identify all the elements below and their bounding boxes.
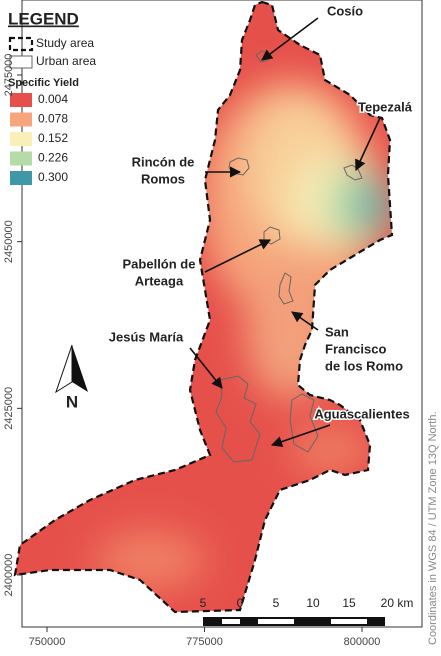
scale-title: Specific Yield [8, 77, 79, 89]
scale-labels: 5 0 5 10 15 20 km [200, 596, 414, 610]
scale-value: 0.152 [38, 131, 68, 145]
urban-area-symbol [9, 55, 33, 69]
swatch [10, 112, 32, 127]
legend-title: LEGEND [8, 9, 79, 28]
x-tick-label: 775000 [186, 636, 223, 648]
scale-label: 0 [237, 596, 244, 610]
place-label: Rincón de [132, 154, 195, 169]
scale-label: 5 [273, 596, 280, 610]
x-tick-label: 750000 [29, 636, 66, 648]
coordinate-axes: 750000 775000 800000 2475000 2450000 2425000 2… [3, 54, 380, 648]
place-label: Tepezalá [358, 99, 413, 114]
scale-label: 20 km [381, 596, 414, 610]
north-arrow: N [55, 344, 88, 411]
scale-label: 5 [200, 596, 207, 610]
x-tick-label: 800000 [344, 636, 381, 648]
legend-box [24, 2, 116, 188]
crs-note: Coordinates in WGS 84 / UTM Zone 13Q Nor… [427, 411, 439, 645]
urban-areas [215, 50, 363, 463]
scale-value: 0.078 [38, 112, 68, 126]
color-scale: 0.004 0.078 0.152 0.226 0.300 [10, 92, 68, 185]
scale-bar [203, 617, 385, 626]
y-tick-label: 2400000 [3, 554, 15, 597]
north-label: N [66, 392, 78, 411]
place-label: Jesús María [109, 329, 184, 344]
place-label: Arteaga [135, 273, 184, 288]
place-labels: Cosío Tepezalá Rincón de Romos Pabellón de Ar… [107, 2, 414, 423]
legend-item: Study area [36, 36, 94, 50]
place-label: Francisco [325, 341, 386, 356]
scale-value: 0.226 [38, 151, 68, 165]
scale-label: 10 [306, 596, 320, 610]
y-tick-label: 2450000 [3, 220, 15, 263]
swatch [10, 151, 32, 166]
y-tick-label: 2475000 [3, 54, 15, 97]
swatch [10, 93, 32, 107]
place-label: Aguascalientes [314, 406, 409, 421]
legend-item: Urban area [36, 54, 96, 68]
swatch [10, 171, 32, 185]
swatch [10, 132, 32, 146]
place-label: Pabellón de [123, 256, 196, 271]
place-label: de los Romo [325, 358, 403, 373]
place-label: San [325, 324, 349, 339]
scale-value: 0.300 [38, 170, 68, 184]
label-arrows [189, 17, 381, 448]
place-label: Cosío [327, 3, 363, 18]
study-area-symbol [8, 36, 34, 52]
y-tick-label: 2425000 [3, 387, 15, 430]
scale-value: 0.004 [38, 92, 68, 106]
scale-label: 15 [342, 596, 356, 610]
place-label: Romos [141, 171, 185, 186]
